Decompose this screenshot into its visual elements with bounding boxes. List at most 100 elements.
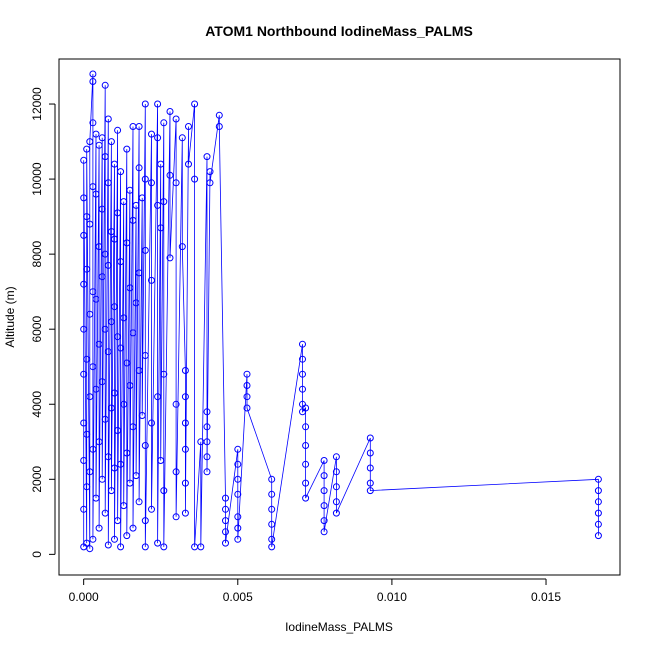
data-point [181,509,189,517]
data-point [234,513,242,521]
data-point [89,119,97,127]
data-point [166,171,174,179]
y-axis: 0 2000 4000 6000 8000 10000 12000 [30,87,56,558]
data-point [89,363,97,371]
data-point [80,419,88,427]
data-point [302,460,310,468]
data-point [101,509,109,517]
data-point [243,404,251,412]
data-point [141,442,149,449]
data-point [366,464,374,472]
data-point [89,535,97,543]
data-point [268,535,276,543]
data-point [80,231,88,239]
data-point [154,134,162,142]
data-point [268,520,276,528]
data-point [302,404,310,412]
data-point [123,449,131,457]
data-point [332,509,340,517]
data-point [104,261,112,269]
data-point [89,183,97,191]
data-point [123,532,131,540]
data-point [83,265,91,273]
data-point [107,318,115,326]
data-point [135,164,143,172]
data-point [101,81,109,89]
data-point [80,370,88,378]
data-point [111,303,118,311]
data-point [135,498,143,506]
data-layer [80,70,602,553]
data-point [268,543,276,551]
data-point [203,468,211,476]
data-point [86,310,94,318]
data-point [83,539,91,547]
data-point [101,415,109,423]
data-point [332,468,340,476]
data-point [114,126,122,134]
data-point [86,220,94,228]
data-point [83,483,91,491]
data-point [80,194,88,202]
data-point [234,460,242,468]
y-tick-label: 12000 [30,87,44,121]
data-point [320,528,328,536]
data-point [594,498,602,506]
data-point [157,160,165,168]
data-point [101,153,109,161]
data-point [299,340,306,348]
data-point [80,325,88,333]
data-point [203,408,211,416]
y-tick-label: 6000 [30,316,44,343]
data-point [234,475,242,483]
data-point [104,348,112,356]
data-point [98,378,106,386]
data-point [222,494,229,502]
data-point [243,370,251,378]
data-point [80,457,88,464]
data-point [135,367,143,374]
data-point [101,250,109,258]
data-point [191,175,199,183]
data-point [234,490,242,498]
data-point [141,246,149,254]
data-point [123,145,131,153]
data-point [160,370,168,378]
data-point [104,541,112,549]
data-point [172,115,180,123]
data-point [320,502,328,510]
data-point [89,445,97,453]
data-point [120,502,128,510]
data-point [185,123,192,130]
data-point [160,119,168,127]
data-point [366,479,374,487]
data-point [117,543,125,551]
data-point [80,505,88,513]
x-tick-label: 0.015 [531,590,561,604]
data-point [89,288,97,296]
data-point [132,201,140,209]
data-point [234,445,242,453]
data-point [80,156,88,164]
y-tick-label: 4000 [30,391,44,418]
data-point [197,543,205,551]
data-point [268,505,276,513]
data-point [181,367,189,374]
data-point [181,393,189,401]
data-point [141,517,149,525]
data-point [302,442,310,449]
data-point [129,524,137,532]
data-point [178,134,186,142]
data-point [117,460,125,468]
data-point [86,468,94,476]
data-point [138,412,146,419]
data-point [132,299,140,307]
data-point [181,419,189,427]
y-tick-label: 2000 [30,466,44,493]
data-point [234,524,242,532]
data-point [117,344,125,352]
data-point [154,100,162,108]
data-point [203,423,211,431]
data-point [594,532,602,540]
data-point [366,487,374,495]
